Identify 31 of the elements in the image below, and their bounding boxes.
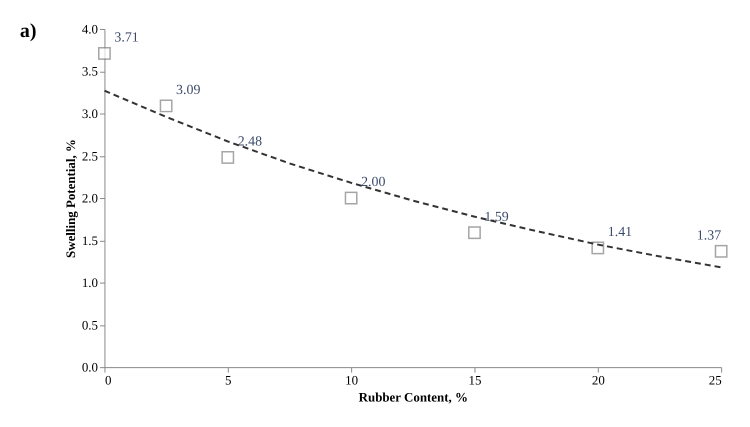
- y-tick-label: 3.0: [82, 106, 98, 121]
- x-axis-title: Rubber Content, %: [358, 389, 468, 404]
- data-label: 2.00: [361, 175, 386, 190]
- x-tick-label: 15: [468, 372, 482, 388]
- data-label: 3.09: [176, 82, 200, 98]
- text: a): [20, 20, 36, 42]
- x-tick-label: 5: [225, 372, 232, 388]
- x-tick-label: 20: [592, 372, 605, 388]
- data-label: 1.41: [608, 225, 632, 240]
- point: [98, 47, 111, 60]
- y-axis-title: Swelling Potential, %: [62, 139, 78, 258]
- point: [344, 192, 358, 204]
- y-tick-label: 0.5: [82, 317, 98, 332]
- x-tick-label: 0: [104, 372, 112, 388]
- data-label: 1.59: [484, 210, 509, 225]
- y-tick-label: 1.0: [82, 275, 98, 290]
- x-tick-label: 10: [345, 372, 358, 388]
- y-tick-label: 1.5: [82, 232, 98, 248]
- point: [160, 99, 173, 112]
- point: [468, 226, 481, 240]
- y-tick-label: 2.5: [82, 148, 98, 164]
- y-tick-label: 3.5: [82, 64, 98, 79]
- y-tick-label: 2.0: [82, 190, 98, 206]
- data-label: 3.71: [114, 30, 139, 46]
- data-label: 1.37: [696, 228, 722, 244]
- y-tick-label: 4.0: [82, 21, 98, 36]
- x-tick-label: 25: [708, 372, 722, 388]
- point: [714, 244, 728, 258]
- y-tick-label: 0.0: [82, 360, 98, 375]
- data-label: 2.48: [238, 134, 262, 150]
- point: [221, 151, 234, 164]
